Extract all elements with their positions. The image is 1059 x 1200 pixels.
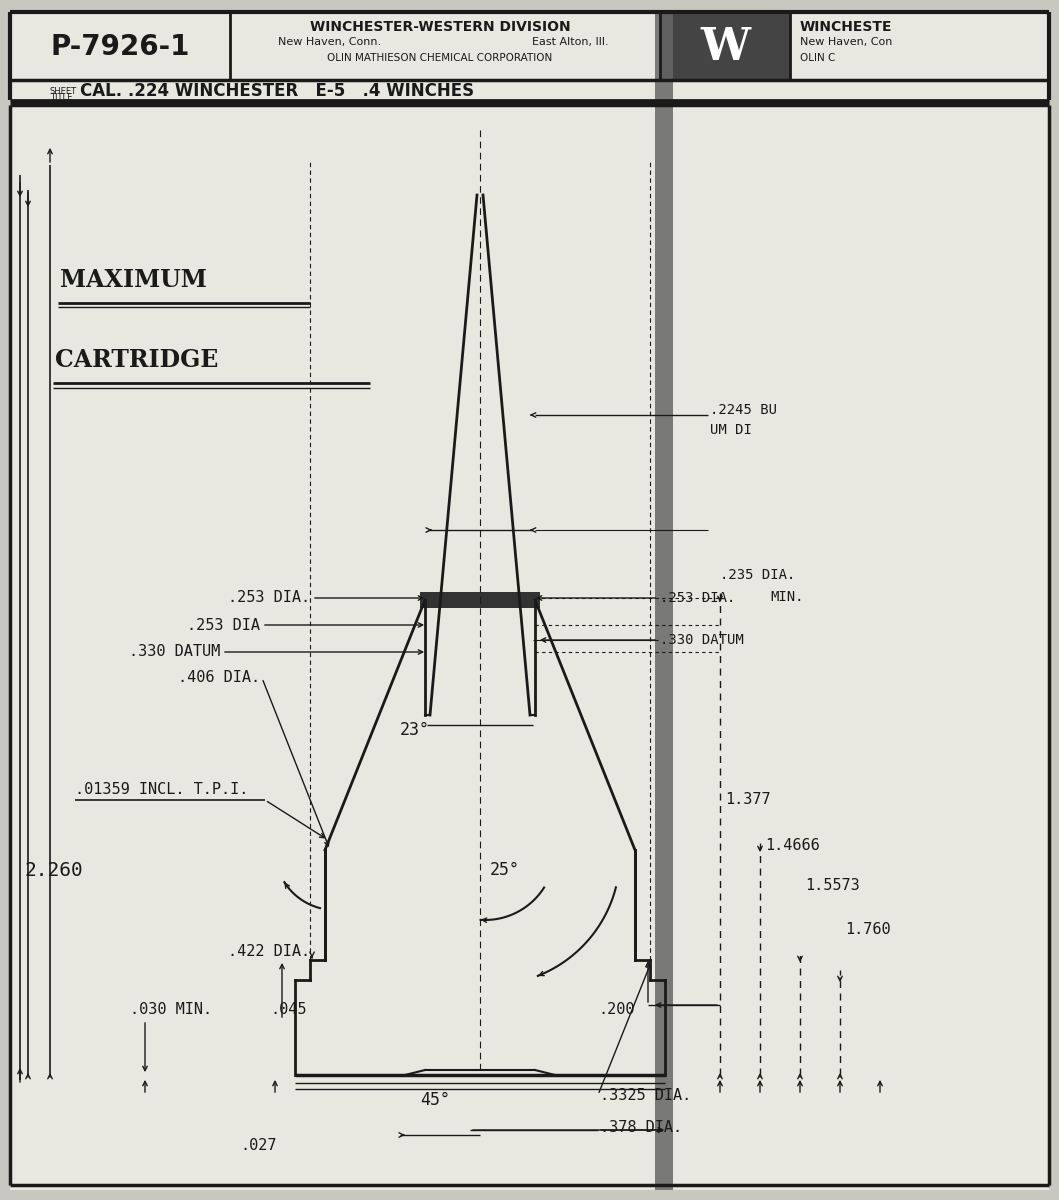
Text: .330 DATUM: .330 DATUM — [660, 634, 743, 647]
Text: P-7926-1: P-7926-1 — [51, 32, 190, 61]
Text: .406 DIA.: .406 DIA. — [178, 671, 261, 685]
Text: .200: .200 — [598, 1002, 634, 1018]
Text: 1.760: 1.760 — [845, 923, 891, 937]
Text: OLIN C: OLIN C — [800, 53, 836, 62]
Text: WINCHESTE: WINCHESTE — [800, 20, 893, 34]
Text: TITLE: TITLE — [50, 92, 72, 102]
Text: .030 MIN.: .030 MIN. — [130, 1002, 212, 1018]
Text: CAL. .224 WINCHESTER   E-5   .4 WINCHES: CAL. .224 WINCHESTER E-5 .4 WINCHES — [80, 82, 474, 100]
Text: .027: .027 — [240, 1138, 276, 1152]
Text: W: W — [700, 25, 750, 68]
Text: .422 DIA.: .422 DIA. — [228, 944, 310, 960]
Bar — [656, 12, 674, 1190]
Text: MIN.: MIN. — [770, 590, 804, 604]
Text: New Haven, Conn.: New Haven, Conn. — [279, 37, 381, 47]
Text: .253 DIA.: .253 DIA. — [660, 590, 735, 605]
Text: .235 DIA.: .235 DIA. — [720, 568, 795, 582]
Text: 45°: 45° — [420, 1091, 450, 1109]
Text: .2245 BU: .2245 BU — [710, 403, 777, 416]
Text: .01359 INCL. T.P.I.: .01359 INCL. T.P.I. — [75, 782, 249, 798]
Bar — [420, 592, 540, 608]
Text: 1.4666: 1.4666 — [765, 838, 820, 852]
Text: 2.260: 2.260 — [25, 860, 84, 880]
Text: 1.5573: 1.5573 — [805, 877, 860, 893]
Text: OLIN MATHIESON CHEMICAL CORPORATION: OLIN MATHIESON CHEMICAL CORPORATION — [327, 53, 553, 62]
Text: East Alton, Ill.: East Alton, Ill. — [532, 37, 608, 47]
Text: .253 DIA.: .253 DIA. — [228, 590, 310, 606]
Text: WINCHESTER-WESTERN DIVISION: WINCHESTER-WESTERN DIVISION — [309, 20, 571, 34]
Text: .330 DATUM: .330 DATUM — [129, 644, 220, 660]
Text: .378 DIA.: .378 DIA. — [600, 1121, 682, 1135]
Text: 23°: 23° — [400, 721, 430, 739]
Text: .253 DIA: .253 DIA — [187, 618, 261, 632]
Text: 25°: 25° — [490, 862, 520, 878]
Bar — [660, 12, 790, 80]
Text: MAXIMUM: MAXIMUM — [60, 268, 207, 292]
Text: .3325 DIA.: .3325 DIA. — [600, 1087, 692, 1103]
Text: .045: .045 — [270, 1002, 306, 1018]
Text: UM DI: UM DI — [710, 422, 752, 437]
Text: CARTRIDGE: CARTRIDGE — [55, 348, 218, 372]
Text: New Haven, Con: New Haven, Con — [800, 37, 893, 47]
Text: 1.377: 1.377 — [725, 792, 771, 808]
Text: SHEET: SHEET — [50, 86, 77, 96]
